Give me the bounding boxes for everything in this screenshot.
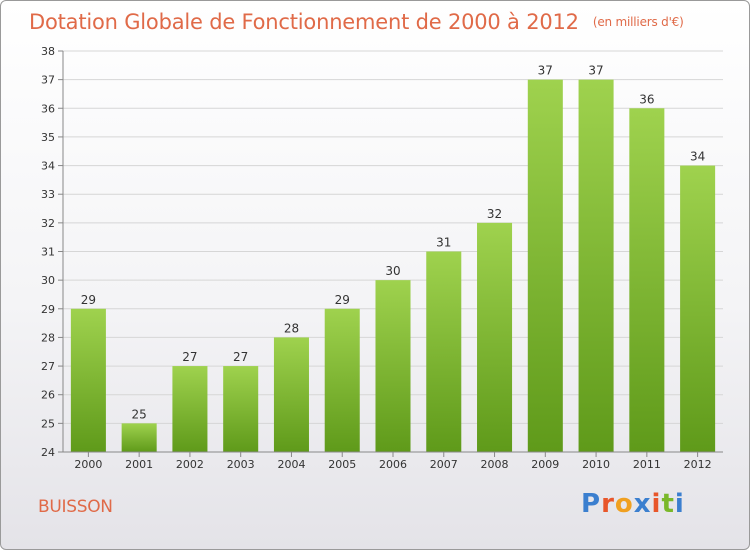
data-label: 29 [335,293,350,307]
chart-title-text: Dotation Globale de Fonctionnement de 20… [29,10,579,34]
logo-letter: P [581,489,602,519]
bar [527,79,563,453]
chart-title: Dotation Globale de Fonctionnement de 20… [29,10,684,34]
data-label: 25 [132,407,147,421]
x-tick-label: 2009 [531,458,559,471]
y-tick-label: 37 [41,74,55,87]
x-tick-label: 2000 [74,458,102,471]
data-label: 31 [436,236,451,250]
y-tick-label: 33 [41,188,55,201]
y-tick-label: 27 [41,360,55,373]
y-tick-label: 36 [41,102,55,115]
bar [477,222,513,452]
y-tick-label: 28 [41,331,55,344]
data-label: 37 [588,64,603,78]
bars [70,79,716,453]
logo-letter: i [674,489,685,519]
x-tick-label: 2004 [277,458,305,471]
data-label: 28 [284,321,299,335]
x-tick-label: 2001 [125,458,153,471]
x-tick-label: 2010 [582,458,610,471]
bar [578,79,614,453]
logo-letter: t [661,489,675,519]
x-tick-label: 2012 [684,458,712,471]
bar [223,366,259,452]
proxiti-logo: Proxiti [581,489,685,519]
data-label: 27 [233,350,248,364]
logo-letter: i [651,489,662,519]
data-label: 27 [182,350,197,364]
y-tick-label: 32 [41,217,55,230]
axes [58,50,723,457]
bar [426,251,462,452]
data-label: 37 [538,64,553,78]
y-tick-label: 30 [41,274,55,287]
x-tick-label: 2011 [633,458,661,471]
x-tick-labels: 2000 2001 2002 2003 2004 2005 2006 2007 2008 2009… [74,458,711,471]
data-label: 29 [81,293,96,307]
bar [375,280,411,452]
data-label: 34 [690,150,705,164]
x-tick-label: 2003 [227,458,255,471]
logo-letter: x [633,489,652,519]
bar [121,423,157,452]
y-tick-label: 31 [41,246,55,259]
data-label: 32 [487,207,502,221]
commune-name: BUISSON [38,497,113,517]
data-label: 36 [639,92,654,106]
y-tick-label: 35 [41,131,55,144]
x-tick-label: 2008 [481,458,509,471]
y-tick-label: 29 [41,303,55,316]
y-tick-label: 26 [41,389,55,402]
y-tick-label: 38 [41,45,55,58]
y-tick-labels: 24 25 26 27 28 29 30 31 32 33 34 35 36 37 38 [41,45,55,459]
y-tick-label: 24 [41,446,55,459]
y-tick-label: 25 [41,417,55,430]
data-labels: 29 25 27 27 28 29 30 31 32 37 37 36 34 [81,64,706,422]
logo-letter: o [614,489,634,519]
x-tick-label: 2006 [379,458,407,471]
bar [70,308,106,452]
bar [629,108,665,453]
x-tick-label: 2005 [328,458,356,471]
logo-letter: r [601,489,615,519]
x-tick-label: 2007 [430,458,458,471]
data-label: 30 [385,264,400,278]
chart-title-unit: (en milliers d'€) [592,15,684,29]
bar [273,337,309,452]
x-tick-label: 2002 [176,458,204,471]
bar [324,308,360,452]
bar [172,366,208,452]
bar [680,165,716,453]
y-tick-label: 34 [41,160,55,173]
